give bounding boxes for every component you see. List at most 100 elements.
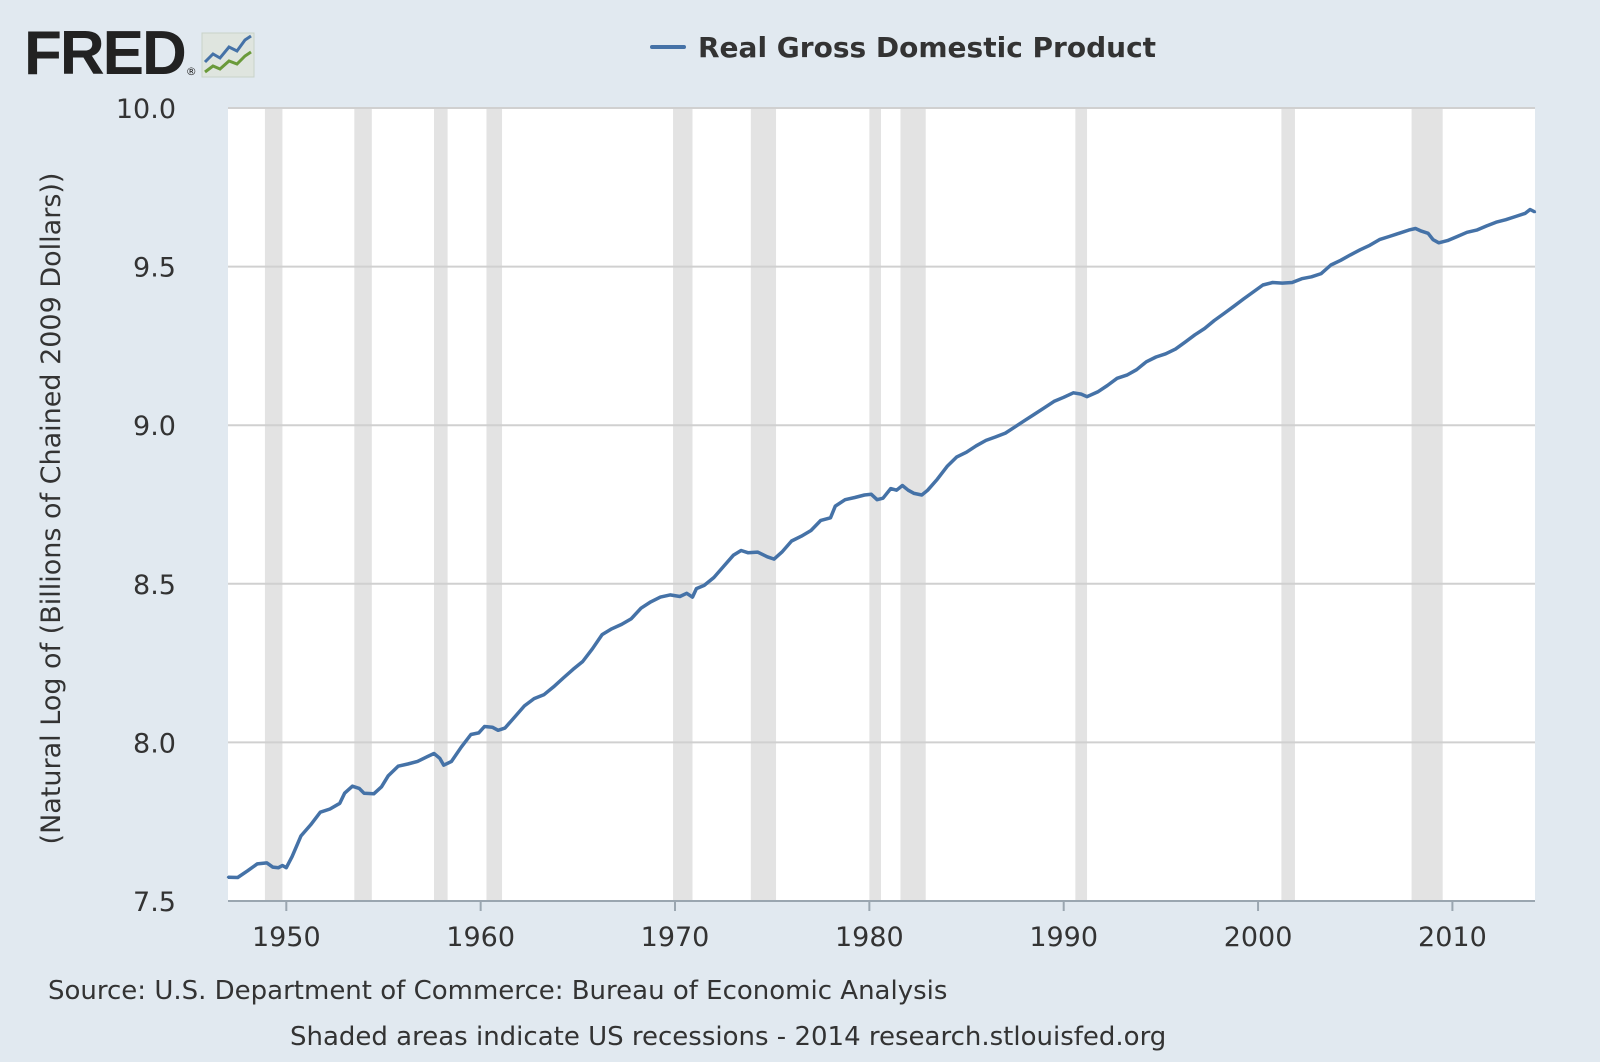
data-point (246, 869, 249, 873)
data-point (387, 774, 390, 777)
data-point (362, 791, 366, 795)
data-point (1465, 231, 1469, 234)
data-point (1533, 210, 1537, 214)
data-point (1164, 352, 1167, 356)
data-point (1378, 238, 1381, 241)
data-point (1528, 208, 1532, 211)
data-point (1115, 377, 1119, 380)
data-point (600, 633, 604, 636)
recession-band (354, 108, 372, 901)
data-point (1524, 212, 1527, 215)
data-point (1300, 277, 1303, 280)
x-tick-label: 1960 (446, 922, 515, 953)
data-point (591, 647, 594, 651)
data-point (532, 697, 536, 700)
data-point (994, 435, 997, 439)
x-tick-label: 1980 (835, 922, 904, 953)
data-point (1072, 391, 1075, 395)
data-point (281, 864, 284, 867)
data-point (1106, 384, 1109, 387)
data-point (450, 760, 453, 763)
data-point (678, 595, 682, 598)
data-point (1261, 283, 1265, 287)
data-point (357, 787, 361, 790)
data-point (571, 668, 575, 671)
recession-note[interactable]: Shaded areas indicate US recessions - 20… (290, 1022, 1167, 1052)
data-point (299, 834, 303, 838)
data-point (772, 557, 776, 561)
data-point (881, 496, 885, 500)
data-point (659, 595, 662, 599)
recession-band (486, 108, 503, 901)
data-point (756, 550, 759, 554)
data-point (1183, 340, 1187, 344)
data-point (285, 866, 288, 869)
recession-band (750, 108, 777, 901)
data-point (695, 587, 698, 590)
data-point (1431, 238, 1435, 241)
data-point (432, 752, 436, 755)
data-point (1193, 333, 1197, 336)
data-point (290, 855, 294, 858)
data-point (1494, 220, 1498, 224)
fred-logo[interactable]: FRED ® (24, 18, 255, 88)
data-point (477, 731, 480, 735)
data-point (834, 504, 837, 508)
data-point (800, 535, 803, 538)
source-text: Source: U.S. Department of Commerce: Bur… (48, 976, 948, 1006)
data-point (552, 685, 555, 689)
data-point (1426, 232, 1430, 235)
data-point (226, 876, 230, 879)
data-point (328, 807, 332, 811)
data-point (610, 627, 614, 631)
data-point (426, 755, 429, 758)
data-point (1096, 390, 1099, 394)
data-point (1004, 431, 1007, 435)
data-point (685, 592, 688, 595)
data-point (975, 444, 978, 448)
data-point (503, 726, 507, 730)
data-point (1358, 248, 1362, 251)
data-point (581, 660, 584, 663)
data-point (255, 862, 259, 866)
data-point (1446, 239, 1449, 242)
logo-text: FRED (24, 19, 187, 88)
data-point (351, 784, 354, 788)
data-point (1397, 232, 1401, 235)
plot-area (228, 108, 1535, 901)
data-point (277, 866, 280, 869)
data-point (491, 725, 494, 729)
data-point (442, 764, 445, 767)
data-point (483, 725, 486, 728)
data-point (1407, 228, 1410, 232)
data-point (396, 764, 400, 768)
data-point (875, 498, 879, 501)
data-point (1320, 272, 1323, 275)
data-point (965, 450, 968, 454)
data-point (712, 576, 716, 579)
data-point (1023, 419, 1027, 422)
data-point (732, 554, 735, 557)
data-point (722, 565, 725, 568)
fred-chart-icon (201, 32, 255, 78)
data-point (843, 498, 847, 501)
recession-band (1075, 108, 1088, 901)
data-point (1456, 235, 1459, 238)
data-point (668, 593, 672, 597)
data-point (819, 519, 822, 522)
y-tick-label: 9.0 (133, 411, 176, 442)
data-point (702, 584, 706, 587)
data-point (496, 729, 500, 732)
data-point (1242, 297, 1245, 301)
data-point (1281, 281, 1284, 285)
recession-band (900, 108, 926, 901)
data-point (380, 785, 383, 789)
data-point (1062, 396, 1065, 399)
y-tick-label: 10.0 (116, 94, 176, 125)
legend[interactable]: Real Gross Domestic Product (650, 30, 1156, 64)
data-point (309, 823, 312, 827)
data-point (1349, 253, 1352, 257)
data-point (790, 539, 793, 543)
data-point (513, 715, 516, 719)
